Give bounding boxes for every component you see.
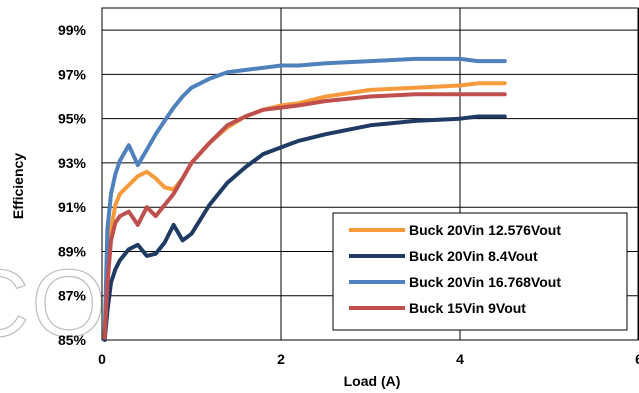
x-tick-label: 2 xyxy=(277,351,285,367)
y-tick-label: 89% xyxy=(58,243,87,259)
series-line-4 xyxy=(102,92,507,340)
x-tick-label: 0 xyxy=(98,351,106,367)
legend-entry: Buck 20Vin 12.576Vout xyxy=(409,222,561,238)
x-tick-label: 4 xyxy=(456,351,464,367)
x-axis-label: Load (A) xyxy=(344,373,401,389)
series-line-2 xyxy=(102,114,507,342)
y-tick-label: 91% xyxy=(58,199,87,215)
x-tick-label: 6 xyxy=(635,351,639,367)
legend-entry: Buck 20Vin 8.4Vout xyxy=(409,248,538,264)
legend-entry: Buck 15Vin 9Vout xyxy=(409,300,526,316)
y-axis-ticks: 85% 87% 89% 91% 93% 95% 97% 99% xyxy=(58,22,87,348)
y-tick-label: 93% xyxy=(58,155,87,171)
y-tick-label: 87% xyxy=(58,288,87,304)
series-line-3 xyxy=(102,56,507,336)
y-tick-label: 99% xyxy=(58,22,87,38)
y-tick-label: 97% xyxy=(58,66,87,82)
y-tick-label: 95% xyxy=(58,111,87,127)
legend-box xyxy=(332,212,628,331)
legend: Buck 20Vin 12.576Vout Buck 20Vin 8.4Vout B… xyxy=(332,212,628,331)
series-group xyxy=(102,56,507,342)
x-axis-ticks: 0 2 4 6 xyxy=(98,351,639,367)
legend-entry: Buck 20Vin 16.768Vout xyxy=(409,274,561,290)
y-tick-label: 85% xyxy=(58,332,87,348)
y-axis-label: Efficiency xyxy=(10,153,26,219)
